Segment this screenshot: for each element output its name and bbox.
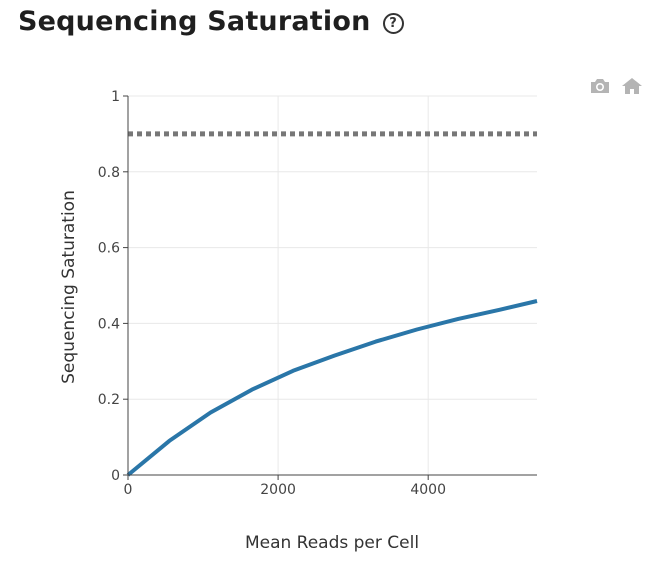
y-tick-label: 0.6 [98,241,120,257]
home-icon[interactable] [621,76,643,96]
chart-modebar [589,76,643,96]
y-tick-label: 0.2 [98,392,120,408]
y-tick-label: 1 [111,89,120,105]
grid [128,95,537,475]
y-tick-label: 0 [111,468,120,484]
x-tick-label: 0 [124,482,133,498]
y-tick-label: 0.8 [98,165,120,181]
header: Sequencing Saturation ? [18,6,404,37]
help-icon[interactable]: ? [382,13,404,34]
y-axis-label: Sequencing Saturation [59,190,79,384]
y-tick-label: 0.4 [98,316,120,332]
camera-icon[interactable] [589,76,611,96]
axes: 0 0.2 0.4 0.6 0.8 1 0 2000 4000 [98,89,537,498]
x-tick-label: 2000 [260,482,296,498]
saturation-line [126,299,538,477]
series-layer [126,131,538,477]
page-title: Sequencing Saturation [18,6,371,37]
x-tick-label: 4000 [410,482,446,498]
x-axis-label: Mean Reads per Cell [245,533,419,553]
